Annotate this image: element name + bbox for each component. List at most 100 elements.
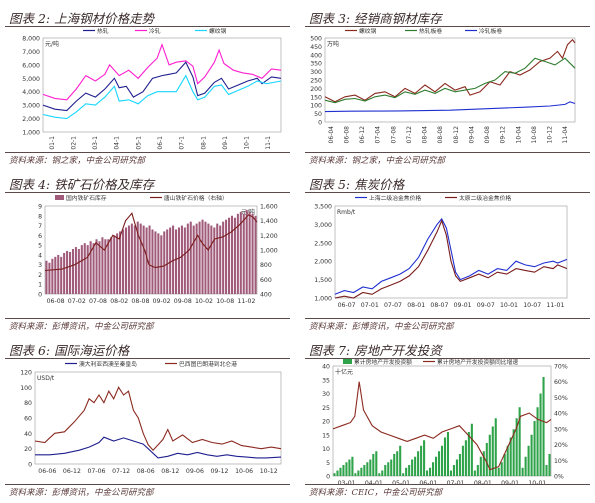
y-tick-label: 350: [310, 61, 322, 68]
x-tick-label: 10-12: [260, 468, 278, 475]
bar: [426, 470, 429, 476]
x-tick-label: 10-02: [195, 298, 213, 305]
x-tick-label: 06-12: [63, 468, 81, 475]
x-tick-label: 08-12: [161, 468, 179, 475]
y-tick-label: 30: [322, 391, 330, 398]
legend-label: 螺纹钢: [209, 27, 227, 35]
y-tick-label: 8: [38, 213, 42, 220]
bar: [449, 470, 453, 476]
bar: [213, 227, 216, 294]
bar: [201, 219, 204, 294]
y-tick-label: 1,500: [314, 277, 332, 284]
y-tick-label: 150: [310, 94, 322, 101]
source-rule: [5, 318, 290, 319]
bar: [384, 465, 387, 476]
x-tick-label: 09-12: [211, 468, 229, 475]
y2-tick-label: 800: [260, 262, 272, 269]
x-tick-label: 08-01: [474, 480, 492, 487]
y-tick-label: 0: [38, 292, 42, 299]
bar: [216, 223, 219, 294]
bar: [333, 473, 336, 476]
bar: [545, 465, 548, 476]
bar: [390, 459, 393, 476]
bar: [227, 217, 231, 294]
x-tick-label: 08-01: [407, 302, 425, 309]
bar: [393, 454, 396, 476]
bar: [60, 256, 63, 294]
bar: [521, 467, 524, 476]
y-tick-label: 2,500: [314, 240, 332, 247]
bar: [180, 225, 183, 294]
legend-label: 巴西图巴朗港到北仑港: [179, 360, 237, 368]
y-tick-label: 20: [322, 419, 330, 426]
y-tick-label: 400: [310, 52, 322, 59]
y-axis-unit: 万吨: [327, 40, 339, 48]
bar: [225, 219, 228, 294]
bar: [248, 211, 251, 294]
bar: [136, 221, 139, 294]
x-tick-label: 09-01: [501, 480, 519, 487]
y-tick-label: 200: [310, 86, 322, 93]
bar: [166, 229, 169, 294]
series-line: [42, 74, 282, 120]
bar: [497, 467, 500, 476]
x-tick-label: 07-01: [361, 302, 379, 309]
series-line-right-axis: [332, 381, 552, 471]
plot-frame: [324, 37, 576, 123]
series-line: [324, 101, 576, 113]
x-tick-label: 01-1: [49, 136, 56, 150]
bar: [198, 221, 201, 294]
y2-tick-label: 400: [260, 292, 272, 299]
y2-tick-label: 20%: [554, 442, 568, 449]
legend-label: 热轧: [97, 27, 109, 35]
y-tick-label: 15: [322, 432, 330, 439]
series-line: [324, 38, 576, 103]
x-tick-label: 10-12: [547, 126, 554, 144]
bar: [452, 465, 455, 476]
bar: [539, 393, 542, 476]
bar: [113, 235, 116, 294]
chart-svg-steel-price: 1,000 2,000 3,000 4,000 5,000 6,000 7,000 8,000…: [22, 27, 282, 150]
chart-source: 资料来源：CEIC，中金公司研究部: [309, 488, 443, 498]
legend-label: 国内铁矿石库存: [66, 194, 107, 202]
bar: [157, 233, 160, 294]
y-tick-label: 7: [38, 223, 42, 230]
plot-frame: [334, 205, 568, 299]
bar: [86, 245, 89, 294]
legend-label: 太原二级冶金焦价格: [459, 194, 511, 202]
x-tick-label: 10-08: [216, 298, 234, 305]
bar: [399, 445, 402, 476]
bar: [45, 260, 48, 294]
y-tick-label: 5: [326, 460, 330, 467]
bar: [71, 249, 75, 294]
source-rule: [5, 152, 290, 153]
legend-label: 冷轧: [149, 27, 161, 35]
bar: [467, 432, 470, 476]
bar: [524, 456, 527, 476]
bar: [366, 462, 369, 476]
bar: [482, 451, 485, 476]
x-tick-label: 07-06: [88, 468, 106, 475]
chart-svg-shipping: 0 20 40 60 80 100 120 06-06 06-12 07-06 07-12 08-06…: [20, 360, 282, 475]
bar: [494, 418, 497, 476]
x-tick-label: 11-02: [237, 298, 255, 305]
chart-source: 资料来源：彭博资讯，中金公司研究部: [9, 322, 154, 332]
y-axis-unit: Rmb/t: [337, 209, 356, 216]
title-rule: [305, 192, 590, 193]
x-tick-label: 07-12: [112, 468, 130, 475]
bar: [66, 250, 69, 294]
chart-source: 资料来源：钢之家，中金公司研究部: [309, 156, 446, 166]
x-tick-label: 03-1: [92, 136, 99, 150]
chart-title: 图表 4: 铁矿石价格及库存: [9, 177, 155, 192]
series-line: [334, 217, 568, 295]
y2-tick-label: 1,200: [260, 233, 278, 240]
chart-source: 资料来源：钢之家，中金公司研究部: [9, 156, 146, 166]
x-tick-label: 09-01: [454, 302, 472, 309]
x-tick-label: 09-12: [500, 126, 507, 144]
bar: [192, 225, 195, 294]
bar: [107, 239, 110, 294]
x-tick-label: 09-04: [468, 126, 475, 144]
y-tick-label: 5: [38, 243, 42, 250]
x-tick-label: 09-02: [153, 298, 171, 305]
x-tick-label: 10-06: [235, 468, 253, 475]
